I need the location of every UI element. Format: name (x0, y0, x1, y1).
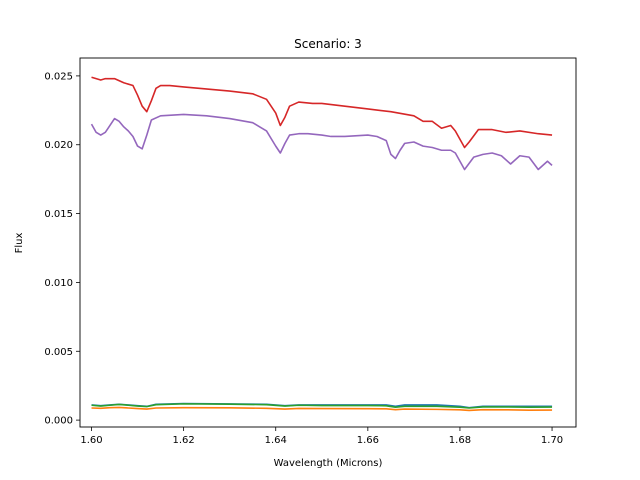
series-layer (90, 76, 553, 412)
chart-title: Scenario: 3 (294, 37, 362, 51)
y-axis: 0.000 0.005 0.010 0.015 0.020 0.025 (44, 71, 80, 427)
y-tick-label: 0.020 (44, 140, 73, 151)
y-tick-label: 0.005 (44, 347, 73, 358)
y-axis-label: Flux (14, 233, 25, 254)
x-axis-label: Wavelength (Microns) (274, 458, 383, 469)
x-tick-label: 1.68 (449, 435, 471, 446)
plot-frame (79, 57, 577, 428)
x-axis: 1.60 1.62 1.64 1.66 1.68 1.70 (80, 427, 563, 446)
y-tick-label: 0.015 (44, 209, 73, 220)
y-tick-label: 0.010 (44, 278, 73, 289)
x-tick-label: 1.66 (357, 435, 379, 446)
x-tick-label: 1.62 (172, 435, 194, 446)
y-tick-label: 0.025 (44, 71, 73, 82)
series-line-5 (90, 113, 553, 171)
x-tick-label: 1.70 (541, 435, 563, 446)
y-tick-label: 0.000 (44, 416, 73, 427)
series-line-3 (91, 403, 553, 409)
x-tick-label: 1.64 (265, 435, 287, 446)
x-tick-label: 1.60 (80, 435, 102, 446)
series-line-4 (91, 76, 553, 149)
series-line-2 (91, 406, 553, 412)
